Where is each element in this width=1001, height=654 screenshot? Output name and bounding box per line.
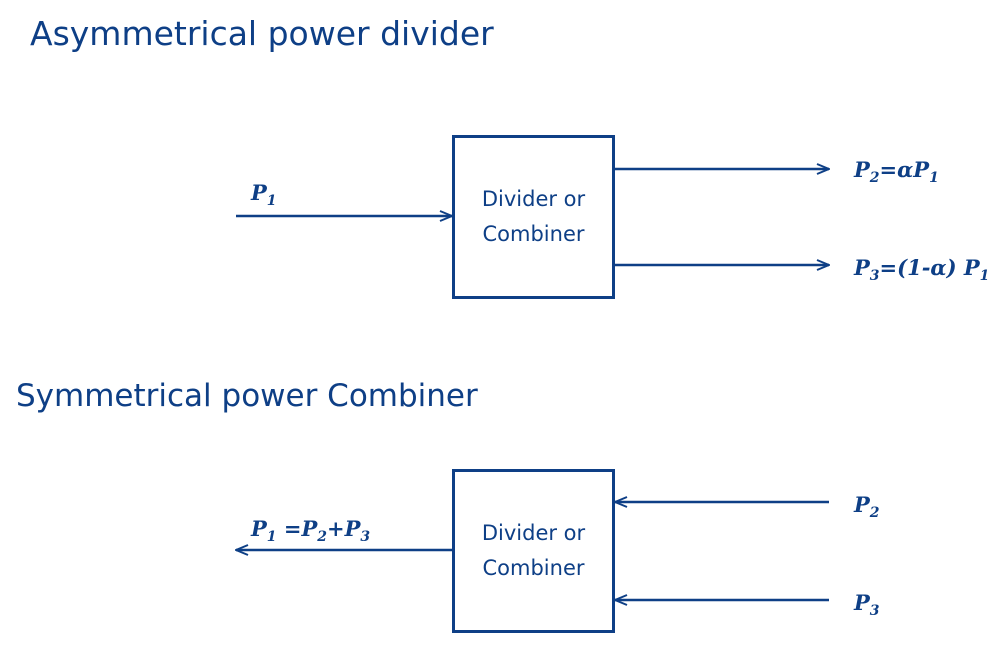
input-label-p1: P1 — [251, 180, 277, 209]
output-label-p3: P3=(1-α) P1 — [854, 255, 990, 284]
divider-combiner-box: Divider or Combiner — [452, 135, 615, 299]
output-label-p2: P2=αP1 — [854, 157, 939, 186]
input-label-p2: P2 — [854, 492, 880, 521]
symmetrical-combiner-title: Symmetrical power Combiner — [16, 378, 478, 414]
box-label-line2: Combiner — [482, 556, 585, 580]
asymmetrical-divider-title: Asymmetrical power divider — [30, 14, 494, 53]
box-label-line2: Combiner — [482, 222, 585, 246]
divider-combiner-box: Divider or Combiner — [452, 469, 615, 633]
box-label-line1: Divider or — [481, 521, 586, 545]
input-label-p3: P3 — [854, 590, 880, 619]
box-label-line1: Divider or — [481, 187, 586, 211]
output-label-p1-sum: P1 =P2+P3 — [251, 516, 371, 545]
